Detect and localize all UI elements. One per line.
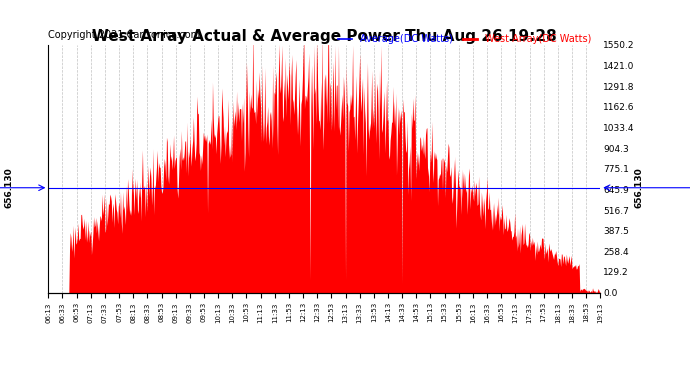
Text: 656.130: 656.130 [5, 167, 14, 208]
Text: 656.130: 656.130 [635, 167, 644, 208]
Title: West Array Actual & Average Power Thu Aug 26 19:28: West Array Actual & Average Power Thu Au… [92, 29, 557, 44]
Text: Copyright 2021 Cartronics.com: Copyright 2021 Cartronics.com [48, 30, 200, 40]
Legend: Average(DC Watts), West Array(DC Watts): Average(DC Watts), West Array(DC Watts) [334, 30, 595, 48]
